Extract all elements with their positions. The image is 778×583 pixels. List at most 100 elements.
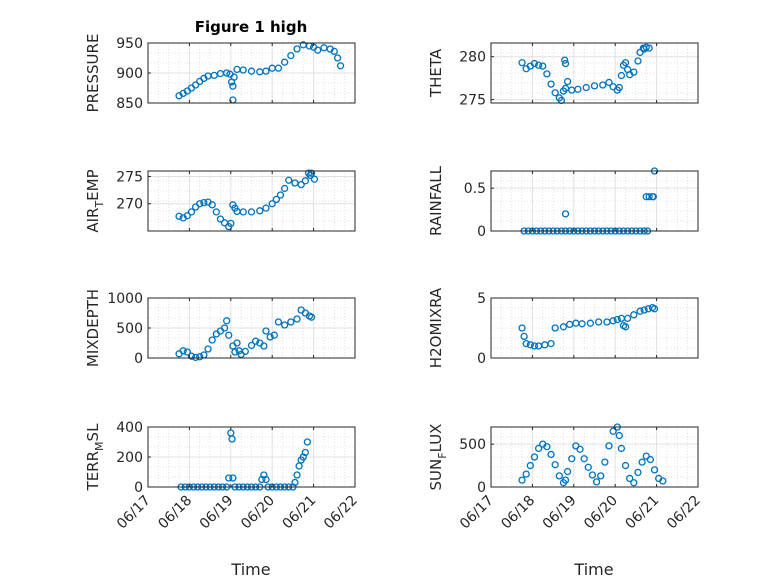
data-point	[526, 461, 534, 470]
y-tick-label: 500	[116, 321, 143, 337]
data-point	[640, 306, 648, 314]
data-point	[563, 467, 572, 476]
y-tick-label: 1000	[107, 291, 143, 307]
data-point	[645, 44, 653, 52]
data-point	[547, 80, 555, 88]
data-point	[605, 442, 613, 450]
data-point	[547, 450, 555, 459]
data-point	[287, 318, 295, 326]
data-point	[280, 184, 289, 193]
data-point	[659, 477, 667, 485]
data-point	[262, 67, 270, 75]
data-point	[588, 471, 597, 479]
data-point	[210, 71, 218, 80]
data-point	[609, 317, 617, 325]
data-point	[576, 445, 584, 453]
data-point	[650, 466, 659, 474]
data-point	[228, 435, 236, 443]
figure-title: Figure 1 high	[195, 18, 308, 36]
x-tick-label: 06/18	[498, 493, 538, 533]
data-point	[650, 305, 659, 313]
data-point	[212, 208, 220, 216]
data-point	[191, 81, 200, 89]
data-point	[561, 59, 570, 68]
y-tick-label: 500	[459, 437, 486, 453]
data-point	[646, 455, 655, 464]
data-point	[645, 193, 653, 201]
data-point	[291, 478, 299, 487]
y-axis-label: PRESSURE	[84, 34, 102, 113]
y-tick-label: 0	[477, 351, 486, 367]
subplot-grid: 850 900 950 PRESSURE 275 280 THETA 270 275 AIRTEM…	[84, 34, 704, 533]
data-point	[262, 204, 270, 212]
data-point	[330, 47, 338, 56]
data-point	[626, 474, 634, 483]
data-point	[522, 470, 530, 478]
subplot-sun-flux: 0 500 06/17 06/18 06/19 06/20 06/21 06/22 SUNFLU…	[427, 423, 704, 533]
y-axis-label: TERRMSL	[84, 423, 106, 492]
data-point	[187, 208, 196, 216]
data-point	[233, 339, 241, 347]
axes-box	[147, 170, 356, 232]
subplot-mixdepth: 0 500 1000 MIXDEPTH	[84, 289, 356, 367]
x-tick-label: 06/21	[280, 493, 320, 533]
data-point	[301, 448, 309, 457]
data-point	[630, 479, 638, 487]
data-point	[518, 476, 526, 484]
data-point	[582, 83, 590, 92]
x-tick-label: 06/22	[321, 493, 361, 533]
data-point	[223, 317, 231, 325]
axes-box	[490, 297, 699, 359]
data-point	[208, 336, 216, 344]
data-point	[543, 443, 551, 451]
y-tick-label: 400	[116, 420, 143, 436]
data-point	[256, 207, 264, 215]
data-point	[293, 315, 301, 323]
data-point	[239, 66, 247, 74]
data-point	[592, 478, 601, 486]
data-point	[551, 461, 559, 469]
x-tick-label: 06/19	[540, 493, 580, 533]
data-point	[336, 62, 345, 70]
x-tick-label: 06/22	[664, 493, 704, 533]
subplot-h2omixra: 0 5 H2OMIXRA	[427, 287, 699, 368]
y-tick-label: 0.5	[464, 181, 486, 197]
data-point	[262, 327, 270, 335]
data-point	[597, 472, 605, 480]
data-point	[274, 318, 283, 326]
data-point	[229, 82, 237, 90]
data-point	[630, 68, 638, 76]
data-point	[270, 331, 278, 339]
data-point	[547, 339, 555, 348]
y-tick-label: 275	[459, 93, 486, 109]
data-point	[303, 438, 312, 446]
data-point	[621, 461, 630, 470]
data-point	[293, 45, 301, 53]
data-point	[274, 64, 283, 72]
data-point	[179, 347, 187, 355]
subplot-terr-msl: 0 200 400 06/17 06/18 06/19 06/20 06/21 06/22 TER…	[84, 420, 361, 532]
data-point	[623, 314, 632, 323]
y-axis-label: SUNFLUX	[427, 424, 449, 491]
data-point	[175, 212, 183, 220]
data-point	[574, 85, 582, 93]
data-point	[227, 219, 235, 228]
data-point	[276, 191, 285, 199]
data-point	[268, 200, 276, 208]
data-point	[634, 57, 642, 65]
data-point	[580, 455, 588, 463]
data-point	[555, 472, 563, 480]
data-point	[617, 444, 626, 453]
data-point	[225, 331, 233, 339]
data-point	[522, 339, 530, 348]
data-point	[615, 83, 623, 92]
data-point	[183, 212, 191, 220]
x-tick-label: 06/17	[457, 493, 497, 533]
data-point	[561, 210, 570, 218]
data-point	[223, 69, 231, 77]
x-tick-label: 06/19	[197, 493, 237, 533]
data-point	[239, 208, 247, 216]
x-tick-label: 06/20	[238, 493, 278, 533]
data-point	[568, 455, 576, 463]
data-point	[307, 313, 316, 321]
